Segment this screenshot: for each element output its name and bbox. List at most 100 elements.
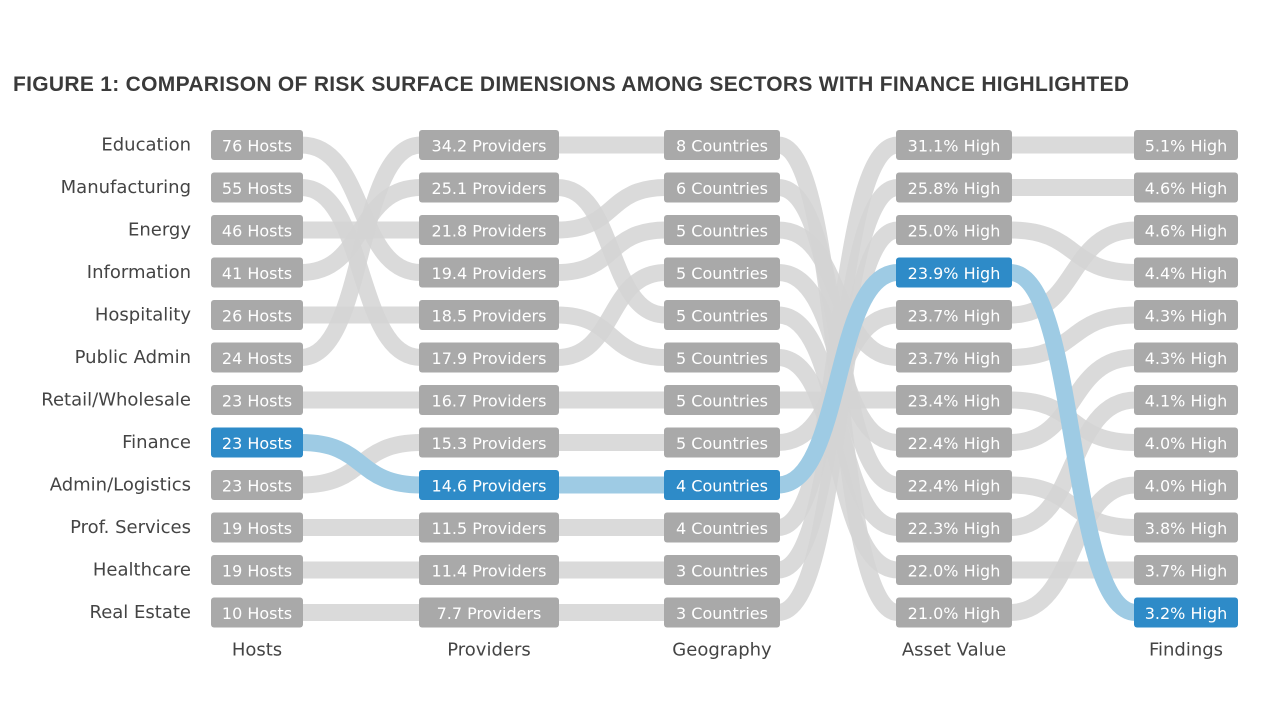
value-box-hosts-energy: 46 Hosts <box>211 215 303 245</box>
value-box-label: 18.5 Providers <box>432 307 547 326</box>
value-box-bg <box>211 385 303 415</box>
value-box-bg <box>419 385 559 415</box>
value-box-asset-value-retail-wholesale: 23.4% High <box>896 385 1012 415</box>
value-box-bg <box>896 597 1012 628</box>
value-box-bg <box>664 172 780 203</box>
value-box-bg <box>896 257 1012 288</box>
value-box-label: 3 Countries <box>676 604 768 623</box>
value-box-findings-education: 4.3% High <box>1134 300 1238 330</box>
value-box-label: 23.7% High <box>908 307 1001 326</box>
link-finance-hosts-to-providers <box>300 434 422 494</box>
link-manufacturing-providers-to-geography <box>556 264 667 366</box>
value-box-label: 22.3% High <box>908 519 1001 538</box>
column-label-hosts: Hosts <box>232 640 282 661</box>
value-box-bg <box>664 300 780 330</box>
value-box-label: 4.4% High <box>1145 264 1228 283</box>
value-box-providers-real-estate: 7.7 Providers <box>419 597 559 628</box>
value-box-label: 22.0% High <box>908 562 1001 581</box>
value-box-bg <box>211 300 303 330</box>
value-box-bg <box>419 257 559 288</box>
value-box-label: 19 Hosts <box>222 519 292 538</box>
value-box-bg <box>896 512 1012 543</box>
value-box-hosts-information: 41 Hosts <box>211 257 303 288</box>
value-box-label: 25.0% High <box>908 222 1001 241</box>
value-box-label: 11.4 Providers <box>432 562 547 581</box>
value-box-label: 4.1% High <box>1145 392 1228 411</box>
value-box-label: 5.1% High <box>1145 137 1228 156</box>
value-box-label: 76 Hosts <box>222 137 292 156</box>
value-box-providers-healthcare: 11.4 Providers <box>419 555 559 585</box>
sector-label-energy: Energy <box>128 220 191 241</box>
value-box-label: 3.2% High <box>1145 604 1228 623</box>
link-public-admin-hosts-to-providers <box>299 136 423 366</box>
value-box-bg <box>1134 555 1238 585</box>
value-box-label: 22.4% High <box>908 434 1001 453</box>
link-hospitality-providers-to-geography <box>556 306 667 366</box>
value-box-bg <box>1134 512 1238 543</box>
value-box-label: 11.5 Providers <box>432 519 547 538</box>
value-box-label: 23.7% High <box>908 349 1001 368</box>
value-box-bg <box>1134 300 1238 330</box>
value-box-bg <box>211 597 303 628</box>
value-box-asset-value-finance: 23.9% High <box>896 257 1012 288</box>
value-box-bg <box>664 385 780 415</box>
value-box-label: 21.0% High <box>908 604 1001 623</box>
value-box-bg <box>664 342 780 373</box>
value-box-bg <box>211 130 303 160</box>
value-box-label: 24 Hosts <box>222 349 292 368</box>
value-box-providers-prof-services: 11.5 Providers <box>419 512 559 543</box>
value-box-label: 55 Hosts <box>222 179 292 198</box>
value-box-asset-value-education: 23.7% High <box>896 342 1012 373</box>
value-box-label: 4.6% High <box>1145 222 1228 241</box>
value-box-bg <box>1134 427 1238 458</box>
value-box-bg <box>1134 342 1238 373</box>
value-box-bg <box>419 300 559 330</box>
value-box-label: 8 Countries <box>676 137 768 156</box>
link-education-providers-to-geography <box>556 221 667 281</box>
value-box-bg <box>419 555 559 585</box>
value-box-label: 5 Countries <box>676 222 768 241</box>
value-box-providers-admin-logistics: 15.3 Providers <box>419 427 559 458</box>
value-box-bg <box>211 470 303 500</box>
value-box-bg <box>896 470 1012 500</box>
value-box-geography-healthcare: 3 Countries <box>664 555 780 585</box>
value-box-label: 23.4% High <box>908 392 1001 411</box>
value-box-providers-hospitality: 18.5 Providers <box>419 300 559 330</box>
link-energy-asset-value-to-findings <box>1009 476 1137 536</box>
link-energy-providers-to-geography <box>556 179 667 239</box>
value-box-asset-value-energy: 22.4% High <box>896 470 1012 500</box>
value-box-label: 4 Countries <box>676 519 768 538</box>
value-box-label: 23 Hosts <box>222 392 292 411</box>
value-box-label: 34.2 Providers <box>432 137 547 156</box>
value-box-label: 23 Hosts <box>222 477 292 496</box>
column-label-findings: Findings <box>1149 640 1223 661</box>
value-box-label: 23.9% High <box>908 264 1001 283</box>
value-box-label: 25.1 Providers <box>432 179 547 198</box>
value-box-providers-public-admin: 34.2 Providers <box>419 130 559 160</box>
value-box-label: 17.9 Providers <box>432 349 547 368</box>
link-real-estate-geography-to-asset-value <box>776 221 900 621</box>
value-box-geography-manufacturing: 5 Countries <box>664 257 780 288</box>
value-box-bg <box>211 512 303 543</box>
value-box-providers-information: 25.1 Providers <box>419 172 559 203</box>
value-box-bg <box>211 427 303 458</box>
value-box-bg <box>419 427 559 458</box>
value-box-label: 4.3% High <box>1145 349 1228 368</box>
value-box-geography-hospitality: 5 Countries <box>664 342 780 373</box>
column-label-providers: Providers <box>447 640 531 661</box>
value-box-label: 3 Countries <box>676 562 768 581</box>
value-box-label: 4 Countries <box>676 477 768 496</box>
value-box-bg <box>1134 172 1238 203</box>
link-education-asset-value-to-findings <box>1009 306 1137 366</box>
value-box-hosts-admin-logistics: 23 Hosts <box>211 470 303 500</box>
value-box-bg <box>896 300 1012 330</box>
sector-label-real-estate: Real Estate <box>90 602 192 623</box>
value-box-label: 41 Hosts <box>222 264 292 283</box>
value-box-label: 19 Hosts <box>222 562 292 581</box>
value-box-bg <box>896 172 1012 203</box>
value-box-bg <box>896 130 1012 160</box>
sector-label-information: Information <box>87 262 191 283</box>
value-box-label: 5 Countries <box>676 434 768 453</box>
value-box-label: 22.4% High <box>908 477 1001 496</box>
value-box-bg <box>664 597 780 628</box>
